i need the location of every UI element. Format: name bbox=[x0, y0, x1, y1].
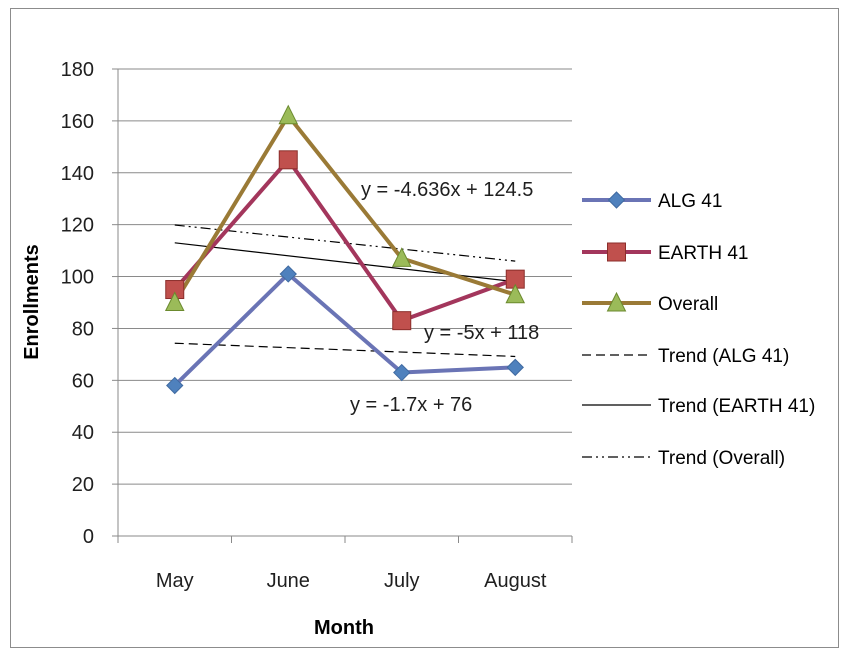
y-tick-label: 0 bbox=[83, 526, 94, 548]
y-tick-label: 60 bbox=[72, 370, 94, 392]
data-point bbox=[393, 363, 411, 382]
x-tick-label: May bbox=[156, 570, 194, 592]
series-line bbox=[173, 157, 516, 323]
axes bbox=[112, 68, 573, 543]
data-point bbox=[278, 104, 299, 125]
series-line bbox=[173, 113, 516, 304]
legend-label: Trend (EARTH 41) bbox=[658, 396, 815, 417]
x-tick-label: June bbox=[267, 570, 310, 592]
legend: ALG 41 EARTH 41 Overall Trend (ALG 41) Trend… bbox=[582, 191, 815, 469]
legend-marker bbox=[606, 291, 627, 312]
trend-equations: y = -1.7x + 76 y = -5x + 118 y = -4.636x +… bbox=[350, 179, 539, 416]
series-lines bbox=[173, 113, 516, 387]
y-tick-label: 160 bbox=[61, 111, 94, 133]
series-markers bbox=[164, 104, 526, 395]
y-tick-label: 180 bbox=[61, 59, 94, 81]
x-tick-labels: May June July August bbox=[156, 570, 547, 592]
trendline bbox=[174, 342, 516, 358]
y-tick-label: 120 bbox=[61, 215, 94, 237]
trend-equation: y = -1.7x + 76 bbox=[350, 394, 472, 416]
y-tick-label: 20 bbox=[72, 474, 94, 496]
series-line bbox=[173, 271, 516, 387]
x-axis-title: Month bbox=[314, 617, 374, 639]
y-axis-title: Enrollments bbox=[21, 244, 43, 360]
data-point bbox=[506, 358, 524, 377]
legend-label: Trend (ALG 41) bbox=[658, 346, 789, 367]
legend-label: Trend (Overall) bbox=[658, 448, 785, 469]
y-tick-label: 80 bbox=[72, 318, 94, 340]
data-point bbox=[392, 311, 412, 331]
data-point bbox=[164, 291, 185, 311]
trendline bbox=[174, 242, 516, 283]
data-point bbox=[505, 283, 526, 304]
trend-equation: y = -5x + 118 bbox=[424, 322, 539, 344]
legend-label: Overall bbox=[658, 294, 718, 315]
x-tick-label: August bbox=[484, 570, 547, 592]
x-tick-label: July bbox=[384, 570, 420, 592]
y-tick-label: 140 bbox=[61, 163, 94, 185]
gridlines bbox=[118, 68, 572, 485]
y-tick-label: 100 bbox=[61, 267, 94, 289]
y-tick-label: 40 bbox=[72, 422, 94, 444]
data-point bbox=[279, 265, 297, 283]
legend-marker bbox=[607, 191, 626, 209]
legend-label: EARTH 41 bbox=[658, 243, 748, 264]
y-tick-labels: 0 20 40 60 80 100 120 140 160 180 bbox=[61, 59, 94, 548]
data-point bbox=[391, 247, 412, 267]
data-point bbox=[278, 150, 298, 170]
legend-marker bbox=[607, 242, 626, 262]
trend-equation: y = -4.636x + 124.5 bbox=[361, 179, 533, 201]
legend-label: ALG 41 bbox=[658, 191, 722, 212]
data-point bbox=[166, 376, 184, 395]
